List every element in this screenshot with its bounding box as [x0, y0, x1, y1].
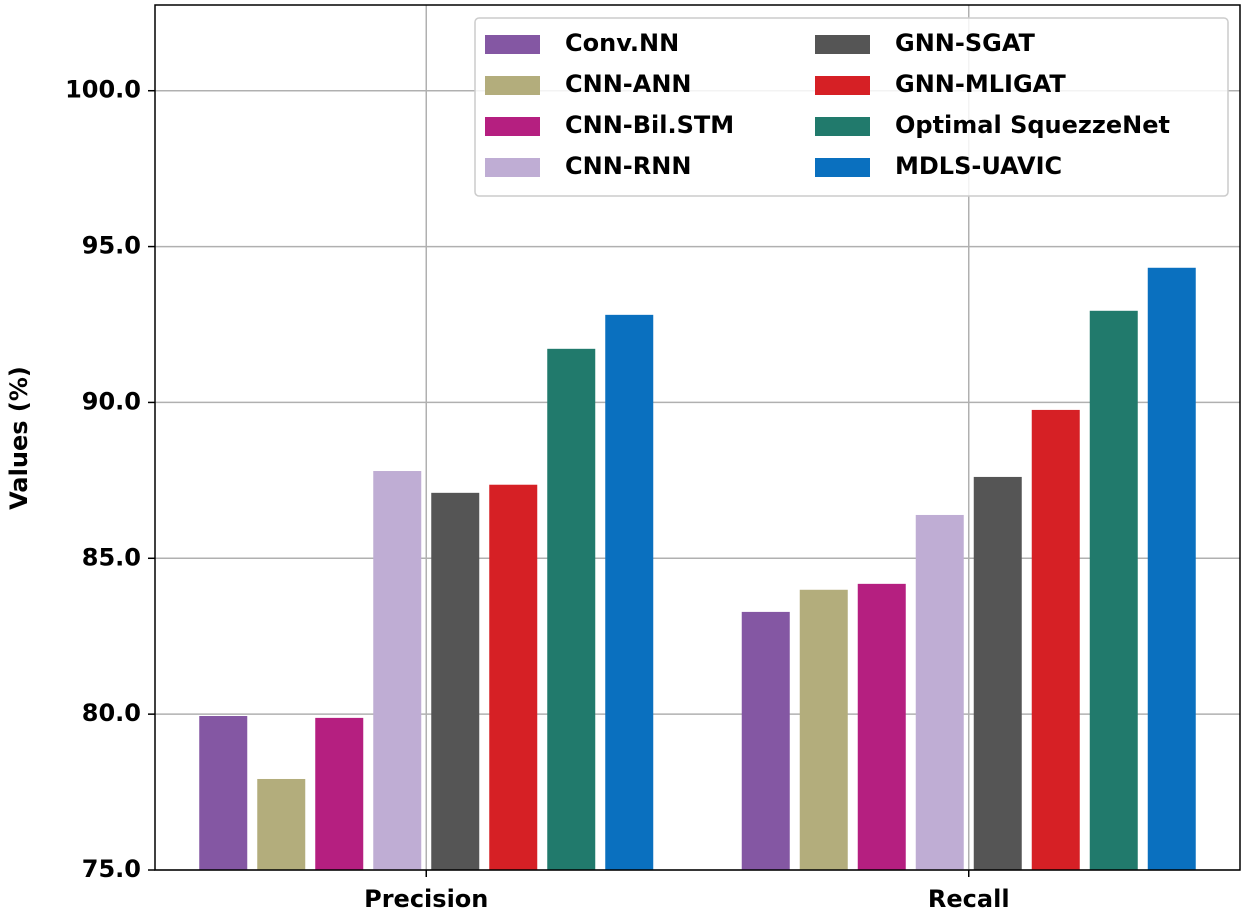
bar — [741, 611, 790, 870]
x-tick-label: Recall — [928, 885, 1010, 913]
legend-box — [474, 17, 1229, 197]
y-tick-label: 90.0 — [82, 387, 141, 415]
bar — [489, 484, 538, 870]
legend-label: MDLS-UAVIC — [895, 152, 1062, 180]
legend: Conv.NN CNN-ANN CNN-Bil.STM CNN-RNN GNN-SGAT… — [474, 17, 1229, 197]
legend-label: CNN-ANN — [565, 70, 692, 98]
bar — [315, 717, 364, 870]
legend-swatch — [815, 76, 870, 95]
legend-label: Optimal SquezzeNet — [895, 111, 1170, 139]
legend-label: Conv.NN — [565, 29, 679, 57]
bar — [431, 492, 480, 870]
bar — [857, 583, 906, 870]
x-tick-label: Precision — [364, 885, 488, 913]
bar — [547, 348, 596, 871]
legend-swatch — [485, 35, 540, 54]
legend-label: GNN-MLIGAT — [895, 70, 1066, 98]
y-tick-label: 80.0 — [82, 699, 141, 727]
plot-frame — [154, 4, 1241, 871]
bar — [257, 778, 306, 870]
y-tick-label: 75.0 — [82, 855, 141, 883]
bar — [915, 514, 964, 870]
bar — [199, 716, 248, 870]
legend-label: CNN-RNN — [565, 152, 691, 180]
bar — [605, 314, 654, 870]
y-tick-label: 100.0 — [65, 76, 141, 104]
legend-swatch — [815, 158, 870, 177]
legend-swatch — [485, 117, 540, 136]
legend-label: GNN-SGAT — [895, 29, 1036, 57]
legend-swatch — [815, 35, 870, 54]
legend-swatch — [485, 158, 540, 177]
legend-swatch — [815, 117, 870, 136]
bar — [1147, 267, 1196, 871]
y-axis-label: Values (%) — [5, 366, 33, 510]
legend-swatch — [485, 76, 540, 95]
bar — [373, 471, 422, 870]
bar — [973, 476, 1022, 870]
bar — [799, 589, 848, 870]
legend-label: CNN-Bil.STM — [565, 111, 734, 139]
bar — [1031, 409, 1080, 870]
y-tick-label: 85.0 — [82, 543, 141, 571]
bar — [1089, 310, 1138, 870]
y-tick-label: 95.0 — [82, 232, 141, 260]
